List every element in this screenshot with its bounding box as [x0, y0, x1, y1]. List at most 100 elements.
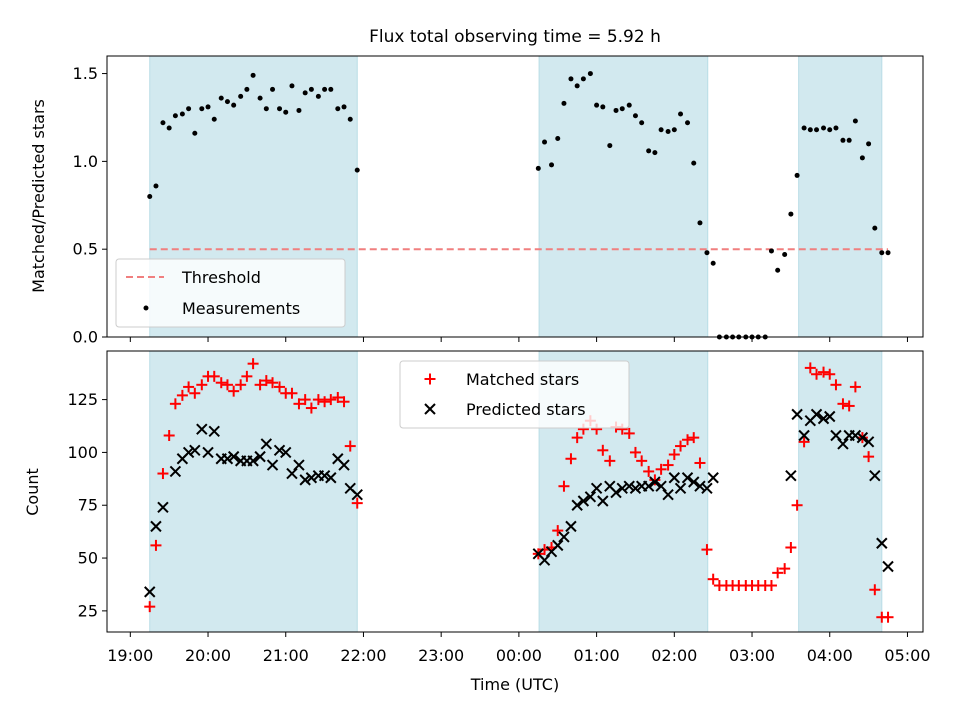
measurement-point	[250, 72, 256, 78]
measurement-point	[652, 150, 658, 156]
predicted-star-point	[280, 446, 292, 459]
top-legend-box	[115, 258, 346, 328]
measurement-point	[302, 90, 308, 96]
bottom-y-axis-label: Count	[23, 468, 42, 516]
measurement-point	[347, 116, 353, 122]
predicted-stars-legend-swatch	[424, 403, 436, 415]
measurement-point	[788, 211, 794, 217]
predicted-star-point	[785, 469, 797, 482]
matched-star-point	[869, 584, 881, 596]
measurement-point	[335, 106, 341, 112]
predicted-star-point	[798, 429, 810, 442]
measurement-point	[283, 109, 289, 115]
predicted-star-point	[655, 480, 667, 492]
predicted-star-point	[701, 482, 713, 495]
predicted-star-point	[668, 472, 681, 484]
matched-star-point	[837, 398, 849, 410]
measurement-point	[555, 136, 561, 142]
predicted-star-point	[558, 531, 570, 543]
measurement-point	[153, 183, 159, 189]
predicted-star-point	[221, 453, 234, 465]
matched-star-point	[843, 400, 855, 412]
measurement-point	[574, 83, 580, 89]
predicted-star-point	[189, 444, 201, 457]
measurement-point	[885, 250, 891, 256]
matched-star-point	[552, 525, 564, 537]
top-legend: Threshold Measurements	[115, 258, 346, 328]
top-y-ticks: 0.0 0.5 1.0 1.5	[73, 64, 107, 347]
predicted-star-point	[616, 482, 628, 495]
predicted-star-point	[642, 480, 655, 492]
measurement-point	[160, 120, 166, 126]
predicted-star-point	[629, 482, 642, 495]
measurement-point	[879, 250, 885, 256]
predicted-star-point	[577, 495, 590, 507]
predicted-star-point	[824, 410, 836, 423]
y-tick-label: 50	[78, 549, 98, 568]
predicted-star-point	[674, 482, 687, 495]
matched-star-point	[779, 563, 791, 575]
measurement-point	[244, 86, 250, 92]
matched-star-point	[208, 370, 220, 382]
x-tick-label: 20:00	[185, 646, 231, 665]
measurement-point	[179, 111, 185, 117]
predicted-star-point	[856, 431, 869, 444]
shaded-interval	[149, 350, 358, 633]
matched-star-point	[863, 451, 875, 463]
matched-star-point	[882, 611, 894, 623]
predicted-star-point	[351, 488, 363, 501]
matched-star-point	[785, 541, 797, 553]
matched-star-point	[811, 368, 823, 380]
matched-star-point	[765, 580, 777, 592]
predicted-star-point	[227, 450, 240, 463]
measurement-point	[199, 106, 205, 112]
matched-star-point	[299, 394, 311, 406]
measurement-point	[238, 93, 244, 99]
predicted-star-point	[681, 472, 694, 484]
measurement-point	[704, 250, 710, 256]
predicted-star-point	[318, 469, 331, 482]
measurement-point	[646, 148, 652, 154]
predicted-star-point	[266, 459, 279, 471]
predicted-star-point	[338, 459, 350, 471]
measurement-point	[846, 137, 852, 143]
predicted-star-point	[584, 491, 597, 503]
predicted-stars-legend-label: Predicted stars	[466, 400, 586, 419]
predicted-star-point	[565, 520, 577, 533]
matched-star-point	[344, 440, 356, 452]
measurement-point	[639, 120, 645, 126]
measurement-point	[859, 155, 865, 161]
shaded-interval	[798, 55, 883, 338]
measurement-point	[218, 95, 224, 101]
matched-star-point	[325, 394, 337, 406]
x-tick-label: 02:00	[651, 646, 697, 665]
matched-star-point	[319, 396, 331, 408]
matched-star-point	[675, 440, 687, 452]
measurement-point	[697, 220, 703, 226]
measurement-point	[308, 86, 314, 92]
matched-star-point	[824, 368, 836, 380]
chart-title: Flux total observing time = 5.92 h	[369, 27, 661, 47]
bottom-axes-frame	[106, 350, 924, 633]
predicted-star-point	[869, 469, 881, 482]
measurement-point	[224, 99, 230, 105]
predicted-star-point	[254, 450, 266, 463]
y-tick-label: 0.0	[73, 328, 98, 347]
matched-star-point	[305, 402, 317, 414]
matched-star-point	[668, 449, 680, 461]
measurement-point	[263, 106, 269, 112]
matched-star-point	[772, 567, 784, 579]
predicted-star-point	[571, 499, 583, 511]
predicted-star-point	[707, 472, 719, 484]
predicted-star-point	[169, 465, 182, 478]
matched-stars-legend-swatch	[424, 373, 436, 385]
matched-star-point	[571, 432, 583, 444]
measurement-point	[632, 113, 638, 119]
measurement-point	[814, 127, 820, 133]
matched-star-point	[241, 370, 253, 382]
measurement-point	[542, 139, 548, 145]
predicted-star-point	[286, 467, 298, 480]
matched-star-point	[565, 453, 577, 465]
measurement-point	[296, 107, 302, 113]
